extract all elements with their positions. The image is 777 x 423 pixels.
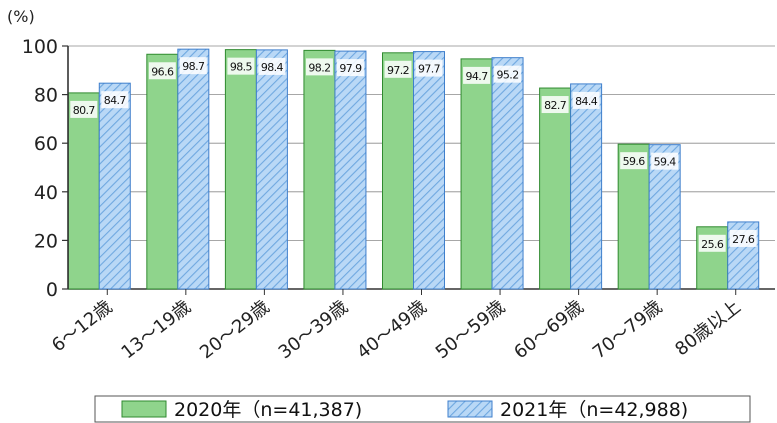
bar-series-2 bbox=[413, 51, 445, 290]
bar-series-2 bbox=[570, 83, 603, 290]
data-label-bg bbox=[415, 59, 443, 77]
x-category-label: 60～69歳 bbox=[510, 296, 587, 363]
bar-series-2 bbox=[177, 48, 210, 290]
bar-series-1 bbox=[382, 52, 414, 290]
data-label-bg bbox=[698, 234, 726, 252]
data-label: 97.2 bbox=[387, 64, 409, 77]
data-label-bg bbox=[463, 66, 491, 84]
bar-series-1 bbox=[303, 49, 336, 290]
legend-swatch bbox=[447, 400, 493, 418]
data-label: 84.4 bbox=[575, 95, 598, 108]
x-category-label: 20～29歳 bbox=[196, 296, 273, 363]
legend-box bbox=[94, 395, 751, 423]
x-category-label: 80歳以上 bbox=[671, 296, 745, 360]
data-label-bg bbox=[494, 65, 522, 83]
data-label: 25.6 bbox=[701, 238, 724, 251]
data-label-bg bbox=[179, 57, 207, 75]
data-label-bg bbox=[336, 59, 364, 77]
data-label-bg bbox=[541, 96, 569, 114]
bar-series-1 bbox=[67, 92, 100, 290]
bar-series-1 bbox=[460, 58, 493, 290]
y-tick-label: 60 bbox=[34, 133, 58, 155]
data-label: 80.7 bbox=[73, 104, 96, 117]
y-tick-label: 100 bbox=[22, 36, 58, 58]
legend-label: 2021年（n=42,988) bbox=[500, 399, 688, 421]
x-category-label: 6～12歳 bbox=[48, 296, 116, 356]
data-label-bg bbox=[305, 58, 333, 76]
data-label: 95.2 bbox=[497, 69, 519, 82]
bar-series-2 bbox=[491, 57, 524, 290]
x-category-label: 13～19歳 bbox=[118, 296, 195, 363]
legend-swatch bbox=[121, 400, 167, 418]
data-label: 98.2 bbox=[308, 61, 330, 74]
x-category-label: 70～79歳 bbox=[589, 296, 666, 363]
y-tick-label: 0 bbox=[46, 279, 58, 301]
legend-label: 2020年（n=41,387) bbox=[174, 399, 362, 421]
y-tick-label: 80 bbox=[34, 85, 58, 107]
data-label-bg bbox=[227, 57, 255, 75]
data-label-bg bbox=[729, 229, 757, 247]
x-category-label: 30～39歳 bbox=[275, 296, 352, 363]
data-label: 97.7 bbox=[418, 63, 441, 76]
data-label: 98.7 bbox=[182, 60, 205, 73]
data-label: 27.6 bbox=[732, 233, 755, 246]
data-label-bg bbox=[101, 91, 129, 109]
data-label: 59.4 bbox=[654, 156, 677, 169]
x-category-label: 40～49歳 bbox=[353, 296, 430, 363]
x-category-label: 50～59歳 bbox=[432, 296, 509, 363]
y-tick-label: 40 bbox=[34, 182, 58, 204]
data-label-bg bbox=[258, 57, 286, 75]
data-label: 98.4 bbox=[261, 61, 284, 74]
data-label-bg bbox=[572, 91, 600, 109]
data-label: 59.6 bbox=[623, 155, 646, 168]
data-label-bg bbox=[620, 152, 648, 170]
data-label: 94.7 bbox=[466, 70, 489, 83]
y-unit-label: (%) bbox=[7, 7, 35, 26]
data-label: 97.9 bbox=[339, 62, 362, 75]
y-tick-label: 20 bbox=[34, 230, 58, 252]
bar-series-2 bbox=[98, 82, 131, 290]
data-label: 98.5 bbox=[230, 61, 253, 74]
data-label-bg bbox=[70, 100, 98, 118]
bar-series-1 bbox=[224, 49, 257, 290]
bar-series-1 bbox=[146, 53, 179, 290]
data-label-bg bbox=[384, 60, 412, 78]
data-label: 84.7 bbox=[104, 94, 127, 107]
data-label: 96.6 bbox=[151, 65, 174, 78]
bar-series-2 bbox=[334, 50, 367, 290]
bar-series-1 bbox=[539, 87, 572, 290]
data-label: 82.7 bbox=[544, 99, 567, 112]
bar-series-2 bbox=[255, 49, 288, 290]
data-label-bg bbox=[148, 62, 176, 80]
data-label-bg bbox=[651, 152, 679, 170]
